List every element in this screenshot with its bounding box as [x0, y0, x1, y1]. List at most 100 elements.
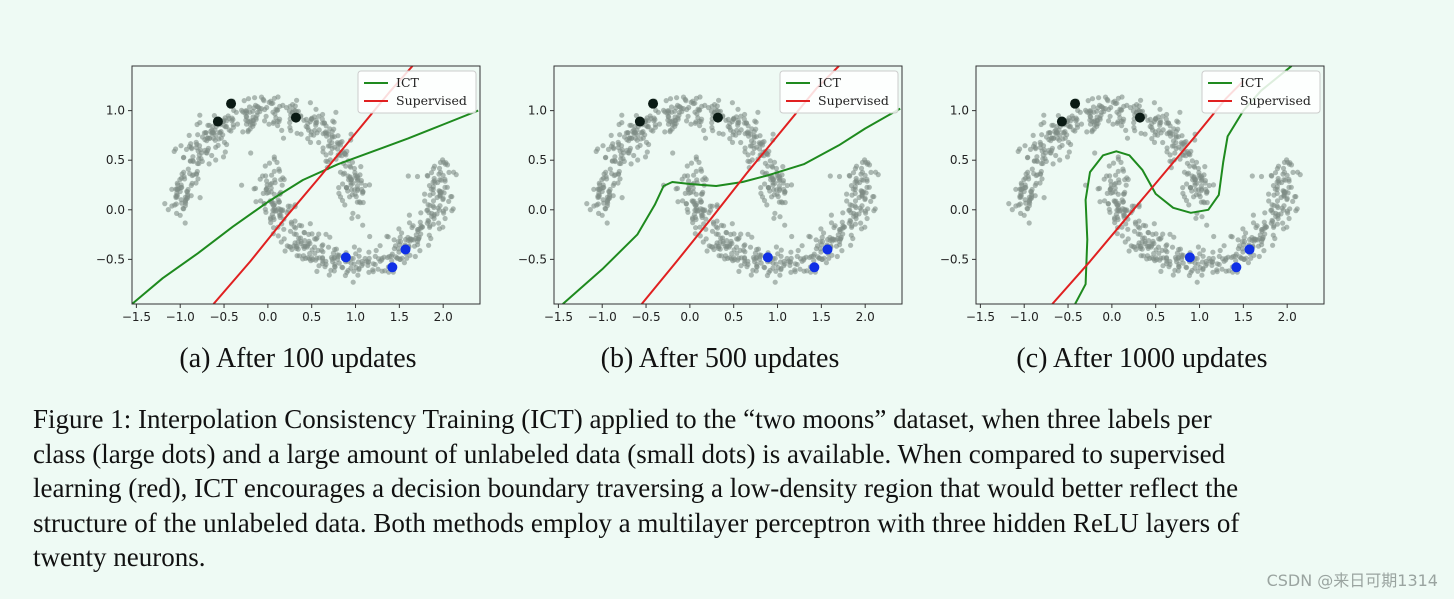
y-tick-label: 1.0 [106, 104, 125, 118]
unlabeled-point [370, 267, 376, 273]
unlabeled-point [720, 131, 726, 137]
unlabeled-point [1284, 224, 1290, 230]
unlabeled-point [772, 279, 778, 285]
unlabeled-point [655, 109, 661, 115]
panel-b: −1.5 −1.0 −0.5 0.0 0.5 1.0 1.5 2.0 1.0 0.5 0.0 −0.5… [507, 50, 907, 340]
unlabeled-point [1177, 156, 1183, 162]
unlabeled-point [412, 253, 418, 260]
legend-label: ICT [396, 75, 420, 90]
unlabeled-point [717, 239, 723, 245]
unlabeled-point [1290, 198, 1296, 204]
unlabeled-point [281, 226, 287, 232]
unlabeled-point [392, 243, 399, 249]
unlabeled-point [1053, 130, 1059, 136]
unlabeled-point [1163, 116, 1169, 122]
unlabeled-point [360, 189, 366, 195]
unlabeled-point [260, 190, 266, 196]
unlabeled-point [367, 233, 373, 240]
unlabeled-point [754, 261, 760, 267]
unlabeled-point [270, 109, 276, 115]
unlabeled-point [619, 120, 625, 126]
unlabeled-point [667, 96, 674, 102]
y-tick-label: 0.0 [106, 203, 125, 217]
unlabeled-point [1278, 211, 1284, 217]
unlabeled-point [323, 231, 329, 237]
unlabeled-point [1166, 264, 1172, 270]
unlabeled-point [305, 136, 311, 142]
y-tick-label: 0.5 [528, 153, 547, 167]
unlabeled-point [197, 120, 203, 126]
unlabeled-points [584, 94, 881, 285]
unlabeled-point [1203, 263, 1209, 269]
unlabeled-point [1083, 107, 1089, 113]
unlabeled-point [667, 129, 673, 135]
unlabeled-point [225, 113, 231, 119]
x-tick-label: 2.0 [1278, 310, 1297, 324]
unlabeled-point [1202, 178, 1208, 184]
unlabeled-point [1250, 220, 1257, 226]
unlabeled-point [607, 166, 613, 172]
unlabeled-point [593, 148, 599, 154]
unlabeled-point [756, 252, 763, 258]
unlabeled-point [1204, 222, 1210, 228]
unlabeled-point [719, 235, 726, 241]
unlabeled-point [1098, 103, 1104, 110]
unlabeled-point [356, 247, 362, 253]
unlabeled-point [1032, 182, 1038, 188]
unlabeled-point [182, 176, 188, 182]
unlabeled-point [828, 220, 835, 226]
unlabeled-point [1272, 186, 1278, 192]
unlabeled-point [770, 265, 776, 271]
unlabeled-point [333, 109, 339, 115]
unlabeled-point [396, 226, 402, 232]
unlabeled-point [335, 146, 341, 152]
unlabeled-point [275, 123, 281, 129]
unlabeled-point [747, 131, 754, 137]
unlabeled-point [847, 207, 853, 213]
chart-b: −1.5 −1.0 −0.5 0.0 0.5 1.0 1.5 2.0 1.0 0.5 0.0 −0.5… [518, 65, 903, 324]
unlabeled-point [1233, 258, 1239, 264]
figure-caption-line: structure of the unlabeled data. Both me… [33, 507, 1240, 538]
unlabeled-point [1250, 212, 1256, 218]
unlabeled-point [860, 177, 866, 183]
labeled-point-class1 [400, 244, 411, 255]
unlabeled-point [779, 200, 785, 206]
unlabeled-point [1255, 243, 1262, 249]
unlabeled-point [418, 210, 424, 216]
unlabeled-point [419, 224, 426, 230]
unlabeled-point [1142, 131, 1148, 137]
unlabeled-point [1039, 132, 1045, 138]
unlabeled-point [1203, 258, 1209, 265]
unlabeled-point [389, 258, 395, 264]
unlabeled-point [834, 253, 840, 260]
unlabeled-point [1191, 175, 1197, 181]
unlabeled-point [1149, 241, 1155, 247]
subcaption-b: (b) After 500 updates [600, 343, 840, 374]
unlabeled-point [186, 132, 192, 138]
unlabeled-point [318, 247, 325, 253]
unlabeled-point [1242, 239, 1248, 245]
unlabeled-point [198, 150, 205, 156]
unlabeled-point [685, 113, 691, 119]
unlabeled-point [1030, 132, 1036, 138]
unlabeled-point [850, 170, 857, 176]
x-tick-label: −1.0 [588, 310, 617, 324]
unlabeled-point [332, 246, 338, 253]
unlabeled-point [353, 251, 359, 257]
unlabeled-point [268, 185, 274, 191]
unlabeled-point [358, 178, 364, 184]
unlabeled-point [1122, 189, 1128, 195]
unlabeled-point [358, 164, 364, 170]
unlabeled-point [596, 180, 602, 186]
unlabeled-point [778, 267, 784, 273]
unlabeled-point [1184, 181, 1190, 187]
unlabeled-point [766, 148, 772, 154]
unlabeled-point [1199, 214, 1205, 220]
unlabeled-point [745, 231, 751, 237]
unlabeled-point [601, 184, 607, 190]
unlabeled-point [1181, 139, 1187, 145]
unlabeled-point [1174, 118, 1180, 124]
unlabeled-point [782, 189, 788, 195]
unlabeled-point [1163, 255, 1170, 262]
labeled-point-class0 [1056, 116, 1067, 127]
